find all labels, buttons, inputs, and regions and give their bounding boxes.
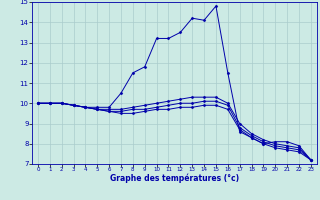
X-axis label: Graphe des températures (°c): Graphe des températures (°c): [110, 174, 239, 183]
